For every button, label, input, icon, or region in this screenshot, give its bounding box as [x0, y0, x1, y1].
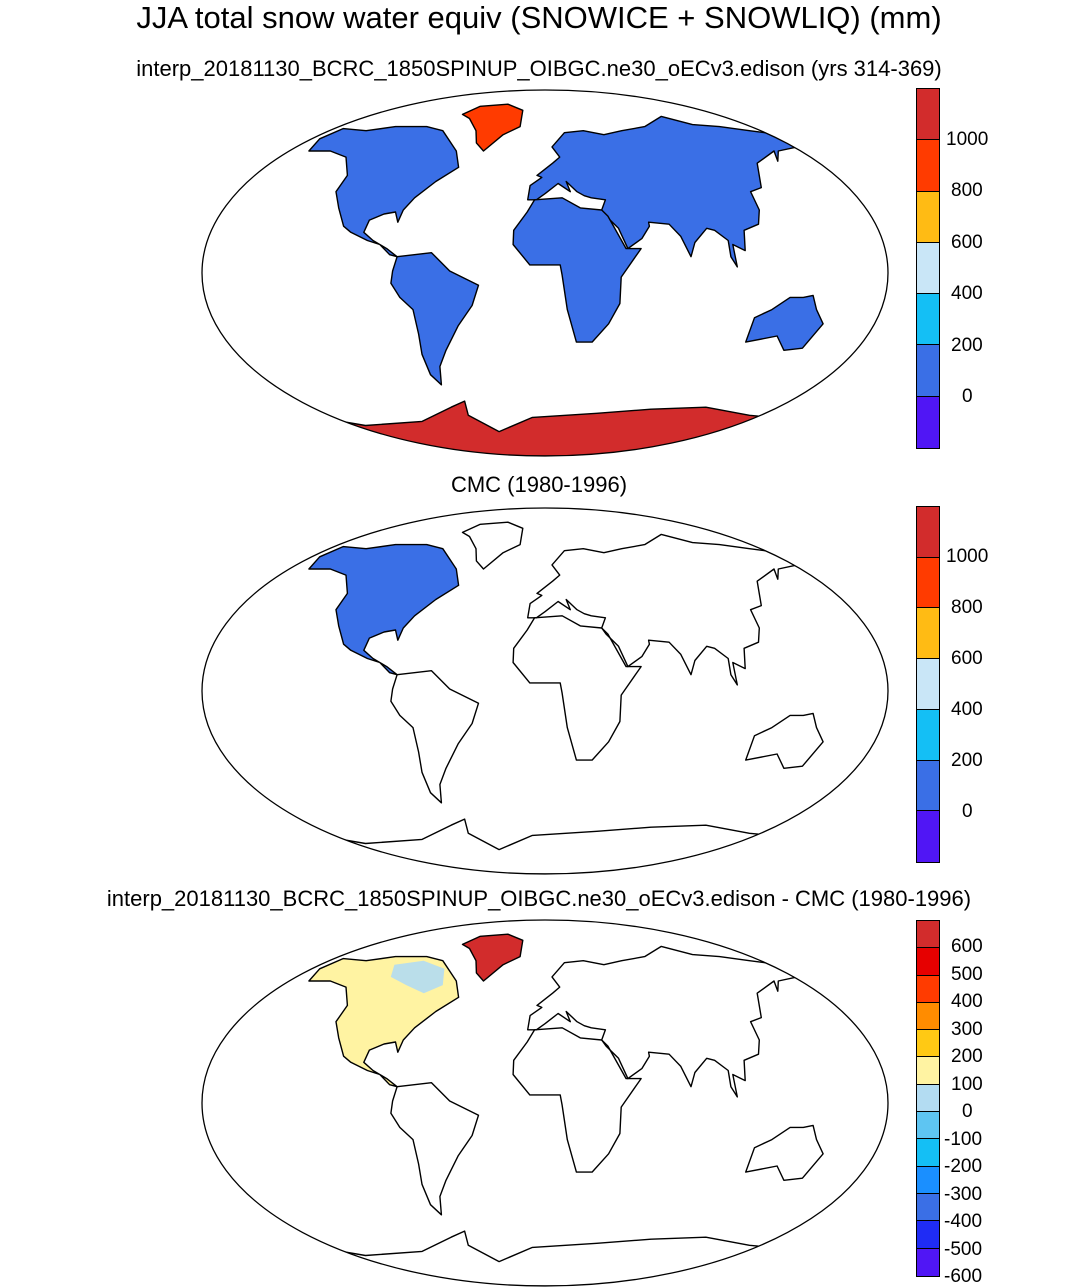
colorbar-model: [916, 88, 940, 449]
africa-landmass: [512, 1027, 642, 1173]
south-america-landmass: [390, 252, 480, 386]
map-outline: [201, 507, 889, 875]
north-america-landmass: [308, 125, 460, 258]
main-title: JJA total snow water equiv (SNOWICE + SN…: [136, 0, 942, 35]
colorbar-tick-label: 0: [962, 386, 973, 408]
cmc-map-panel: [201, 507, 889, 875]
colorbar-swatch: [917, 608, 939, 660]
south-america-landmass: [390, 1082, 480, 1216]
colorbar-swatch: [917, 1112, 939, 1140]
map-content: [308, 933, 824, 1286]
colorbar-tick-label: 400: [951, 283, 983, 305]
colorbar-tick-label: 600: [951, 231, 983, 253]
colorbar-tick-label: 1000: [946, 128, 989, 150]
colorbar-tick-label: 100: [951, 1073, 983, 1095]
panel2-title: CMC (1980-1996): [450, 472, 628, 497]
negative-difference-region: [390, 960, 445, 994]
colorbar-swatch: [917, 507, 939, 558]
colorbar-tick-label: 200: [951, 750, 983, 771]
colorbar-tick-label: 800: [951, 597, 983, 618]
greenland-landmass: [461, 521, 524, 570]
colorbar-tick-label: 200: [951, 334, 983, 356]
colorbar-swatch: [917, 89, 939, 141]
colorbar-tick-label: 800: [951, 180, 983, 202]
colorbar-swatch: [917, 1193, 939, 1222]
colorbar-swatch: [917, 659, 939, 710]
colorbar-swatch: [917, 191, 939, 243]
greenland-landmass: [461, 933, 524, 982]
colorbar-tick-label: -100: [944, 1128, 983, 1150]
south-america-landmass: [390, 670, 480, 804]
colorbar-swatch: [917, 1030, 939, 1058]
colorbar-swatch: [917, 1166, 939, 1194]
model-map-panel: [201, 89, 889, 457]
colorbar-difference: [916, 920, 940, 1277]
colorbar-tick-label: -300: [944, 1183, 983, 1205]
colorbar-swatch: [917, 921, 939, 949]
map-outline: [201, 89, 889, 457]
colorbar-swatch: [917, 760, 939, 812]
colorbar-swatch: [917, 1084, 939, 1113]
colorbar-swatch: [917, 811, 939, 862]
colorbar-tick-label: -400: [944, 1211, 983, 1233]
map-outline: [201, 919, 889, 1287]
colorbar-swatch: [917, 396, 939, 448]
colorbar-swatch: [917, 1002, 939, 1031]
difference-map-panel: [201, 919, 889, 1287]
eurasia-landmass: [527, 945, 798, 1098]
panel3-title: interp_20181130_BCRC_1850SPINUP_OIBGC.ne…: [106, 886, 972, 911]
eurasia-landmass: [527, 115, 798, 268]
colorbar-swatch: [917, 345, 939, 397]
colorbar-swatch: [917, 948, 939, 976]
colorbar-tick-label: 200: [951, 1046, 983, 1068]
colorbar-swatch: [917, 1057, 939, 1085]
colorbar-tick-label: 300: [951, 1018, 983, 1040]
colorbar-swatch: [917, 975, 939, 1003]
colorbar-swatch: [917, 1248, 939, 1276]
greenland-landmass: [461, 103, 524, 152]
colorbar-swatch: [917, 709, 939, 761]
africa-landmass: [512, 197, 642, 343]
colorbar-swatch: [917, 1221, 939, 1249]
australia-landmass: [745, 1124, 824, 1181]
colorbar-tick-label: 600: [951, 648, 983, 669]
antarctica-landmass: [317, 400, 773, 456]
north-america-landmass: [308, 543, 460, 676]
colorbar-tick-label: -200: [944, 1156, 983, 1178]
colorbar-tick-label: 500: [951, 963, 983, 985]
colorbar-tick-label: 1000: [946, 546, 989, 567]
colorbar-tick-label: 400: [951, 699, 983, 720]
colorbar-swatch: [917, 294, 939, 346]
antarctica-landmass: [317, 818, 773, 874]
australia-landmass: [745, 712, 824, 769]
colorbar-tick-label: 400: [951, 991, 983, 1013]
map-content: [308, 521, 824, 874]
africa-landmass: [512, 615, 642, 761]
eurasia-landmass: [527, 533, 798, 686]
colorbar-swatch: [917, 140, 939, 192]
panel1-title: interp_20181130_BCRC_1850SPINUP_OIBGC.ne…: [136, 56, 942, 81]
colorbar-tick-label: 0: [962, 1101, 973, 1123]
colorbar-tick-label: -500: [944, 1238, 983, 1260]
colorbar-cmc: [916, 506, 940, 863]
colorbar-swatch: [917, 242, 939, 295]
colorbar-swatch: [917, 557, 939, 609]
colorbar-tick-label: 0: [962, 801, 973, 822]
antarctica-landmass: [317, 1230, 773, 1286]
colorbar-swatch: [917, 1139, 939, 1167]
colorbar-tick-label: 600: [951, 936, 983, 958]
colorbar-tick-label: -600: [944, 1266, 983, 1287]
map-content: [308, 103, 824, 456]
australia-landmass: [745, 294, 824, 351]
